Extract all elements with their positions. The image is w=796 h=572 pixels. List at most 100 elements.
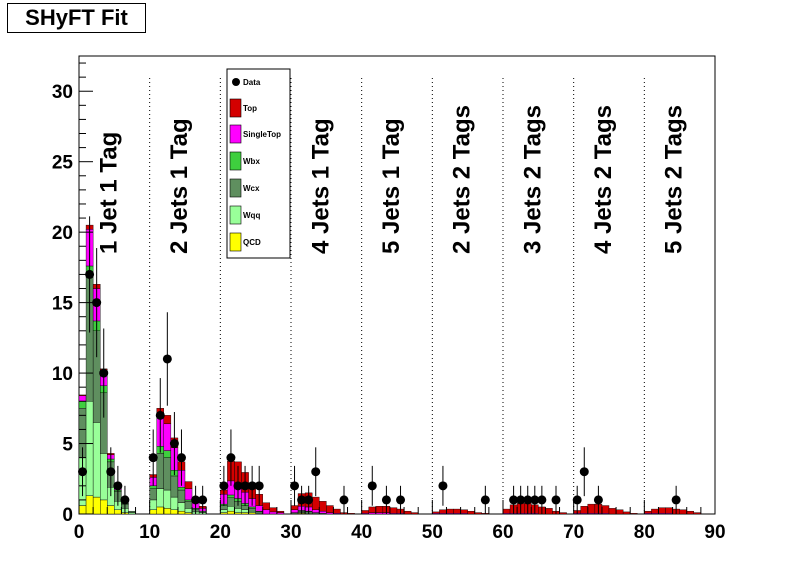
bar-wbx bbox=[163, 450, 172, 458]
x-tick-label: 20 bbox=[210, 522, 231, 543]
data-point bbox=[304, 495, 314, 505]
data-point bbox=[572, 495, 582, 505]
bar-wcx bbox=[177, 489, 186, 503]
data-point bbox=[169, 439, 179, 449]
region-labels: 1 Jet 1 Tag 2 Jets 1 Tag 4 Jets 1 Tag 5 Jet… bbox=[95, 105, 687, 254]
bar-top bbox=[545, 508, 553, 515]
data-point bbox=[530, 495, 540, 505]
bar-top bbox=[559, 512, 567, 515]
bar-wcx bbox=[149, 488, 157, 501]
bar-qcd bbox=[248, 512, 256, 515]
bar-singletop bbox=[163, 423, 172, 451]
x-tick-label: 70 bbox=[563, 522, 584, 543]
bar-top bbox=[615, 509, 624, 515]
bar-wcx bbox=[255, 511, 263, 514]
data-point bbox=[579, 467, 589, 477]
legend: Data Top SingleTop Wbx Wcx Wqq QCD bbox=[226, 68, 291, 259]
bar-wqq bbox=[177, 502, 186, 512]
legend-label: Data bbox=[243, 78, 261, 87]
bar-qcd bbox=[156, 506, 165, 515]
bar-wbx bbox=[227, 494, 235, 498]
bar-top bbox=[326, 505, 334, 513]
data-point bbox=[99, 368, 109, 378]
legend-label: SingleTop bbox=[243, 130, 281, 139]
region-dividers bbox=[149, 78, 645, 514]
data-point bbox=[191, 495, 201, 505]
bar-wqq bbox=[163, 489, 172, 509]
x-tick-label: 30 bbox=[280, 522, 301, 543]
bar-top bbox=[368, 506, 377, 513]
bar-singletop bbox=[312, 509, 320, 513]
bar-wqq bbox=[156, 488, 165, 508]
bar-singletop bbox=[255, 505, 263, 512]
data-point bbox=[254, 481, 264, 491]
region-label: 2 Jets 2 Tags bbox=[449, 105, 476, 254]
data-point bbox=[311, 467, 321, 477]
x-tick-label: 0 bbox=[74, 522, 85, 543]
bar-top bbox=[312, 496, 320, 510]
bar-top bbox=[389, 507, 398, 514]
bar-top bbox=[163, 415, 172, 425]
bar-top bbox=[361, 510, 369, 514]
bar-top bbox=[439, 509, 447, 514]
bar-top bbox=[269, 507, 278, 513]
bar-wqq bbox=[227, 506, 235, 512]
bar-wqq bbox=[92, 422, 101, 498]
legend-swatch-wcx bbox=[229, 178, 242, 198]
bar-wbx bbox=[149, 485, 157, 489]
bar-wcx bbox=[128, 510, 136, 513]
bar-wqq bbox=[85, 401, 94, 496]
bar-wqq bbox=[248, 510, 256, 513]
bar-qcd bbox=[78, 505, 87, 515]
legend-swatch-wbx bbox=[229, 151, 242, 171]
data-point bbox=[480, 495, 490, 505]
y-tick-label: 5 bbox=[62, 435, 73, 456]
bar-singletop bbox=[269, 511, 278, 515]
bar-top bbox=[333, 508, 341, 514]
bar-wqq bbox=[234, 508, 242, 513]
bar-top bbox=[665, 507, 673, 514]
bar-top bbox=[686, 510, 695, 515]
bar-top bbox=[184, 481, 193, 489]
bar-top bbox=[474, 512, 483, 515]
data-point bbox=[247, 481, 257, 491]
data-point bbox=[297, 495, 307, 505]
data-point bbox=[516, 495, 526, 505]
bar-wqq bbox=[128, 512, 136, 515]
x-tick-label: 40 bbox=[351, 522, 372, 543]
bar-qcd bbox=[241, 512, 249, 515]
bar-top bbox=[630, 513, 638, 515]
bar-qcd bbox=[234, 512, 242, 515]
bar-singletop bbox=[319, 510, 327, 514]
bar-top bbox=[403, 510, 412, 515]
bar-wqq bbox=[241, 509, 249, 513]
x-tick-label: 60 bbox=[492, 522, 513, 543]
bar-wcx bbox=[220, 505, 228, 510]
x-tick-label: 80 bbox=[634, 522, 655, 543]
bar-top bbox=[679, 509, 687, 515]
plot-frame bbox=[78, 55, 716, 515]
y-tick-label: 25 bbox=[52, 153, 74, 174]
legend-label: Wbx bbox=[243, 157, 260, 166]
data-point bbox=[92, 298, 102, 308]
data-point bbox=[551, 495, 561, 505]
bar-top bbox=[693, 512, 702, 515]
bar-top bbox=[262, 502, 271, 510]
y-tick-label: 15 bbox=[52, 294, 74, 315]
data-point bbox=[233, 481, 243, 491]
bar-top bbox=[375, 506, 384, 513]
bar-top bbox=[467, 510, 475, 515]
x-tick-label: 10 bbox=[139, 522, 160, 543]
y-tick-label: 0 bbox=[62, 505, 73, 526]
data-point bbox=[339, 495, 349, 505]
legend-label: QCD bbox=[243, 238, 261, 247]
region-label: 1 Jet 1 Tag bbox=[95, 132, 122, 254]
region-label: 3 Jets 2 Tags bbox=[519, 105, 546, 254]
bar-top bbox=[608, 508, 617, 515]
bar-wcx bbox=[184, 501, 193, 509]
bar-top bbox=[658, 507, 666, 514]
bar-top bbox=[502, 508, 511, 514]
bar-qcd bbox=[99, 499, 108, 515]
bar-top bbox=[78, 394, 87, 396]
